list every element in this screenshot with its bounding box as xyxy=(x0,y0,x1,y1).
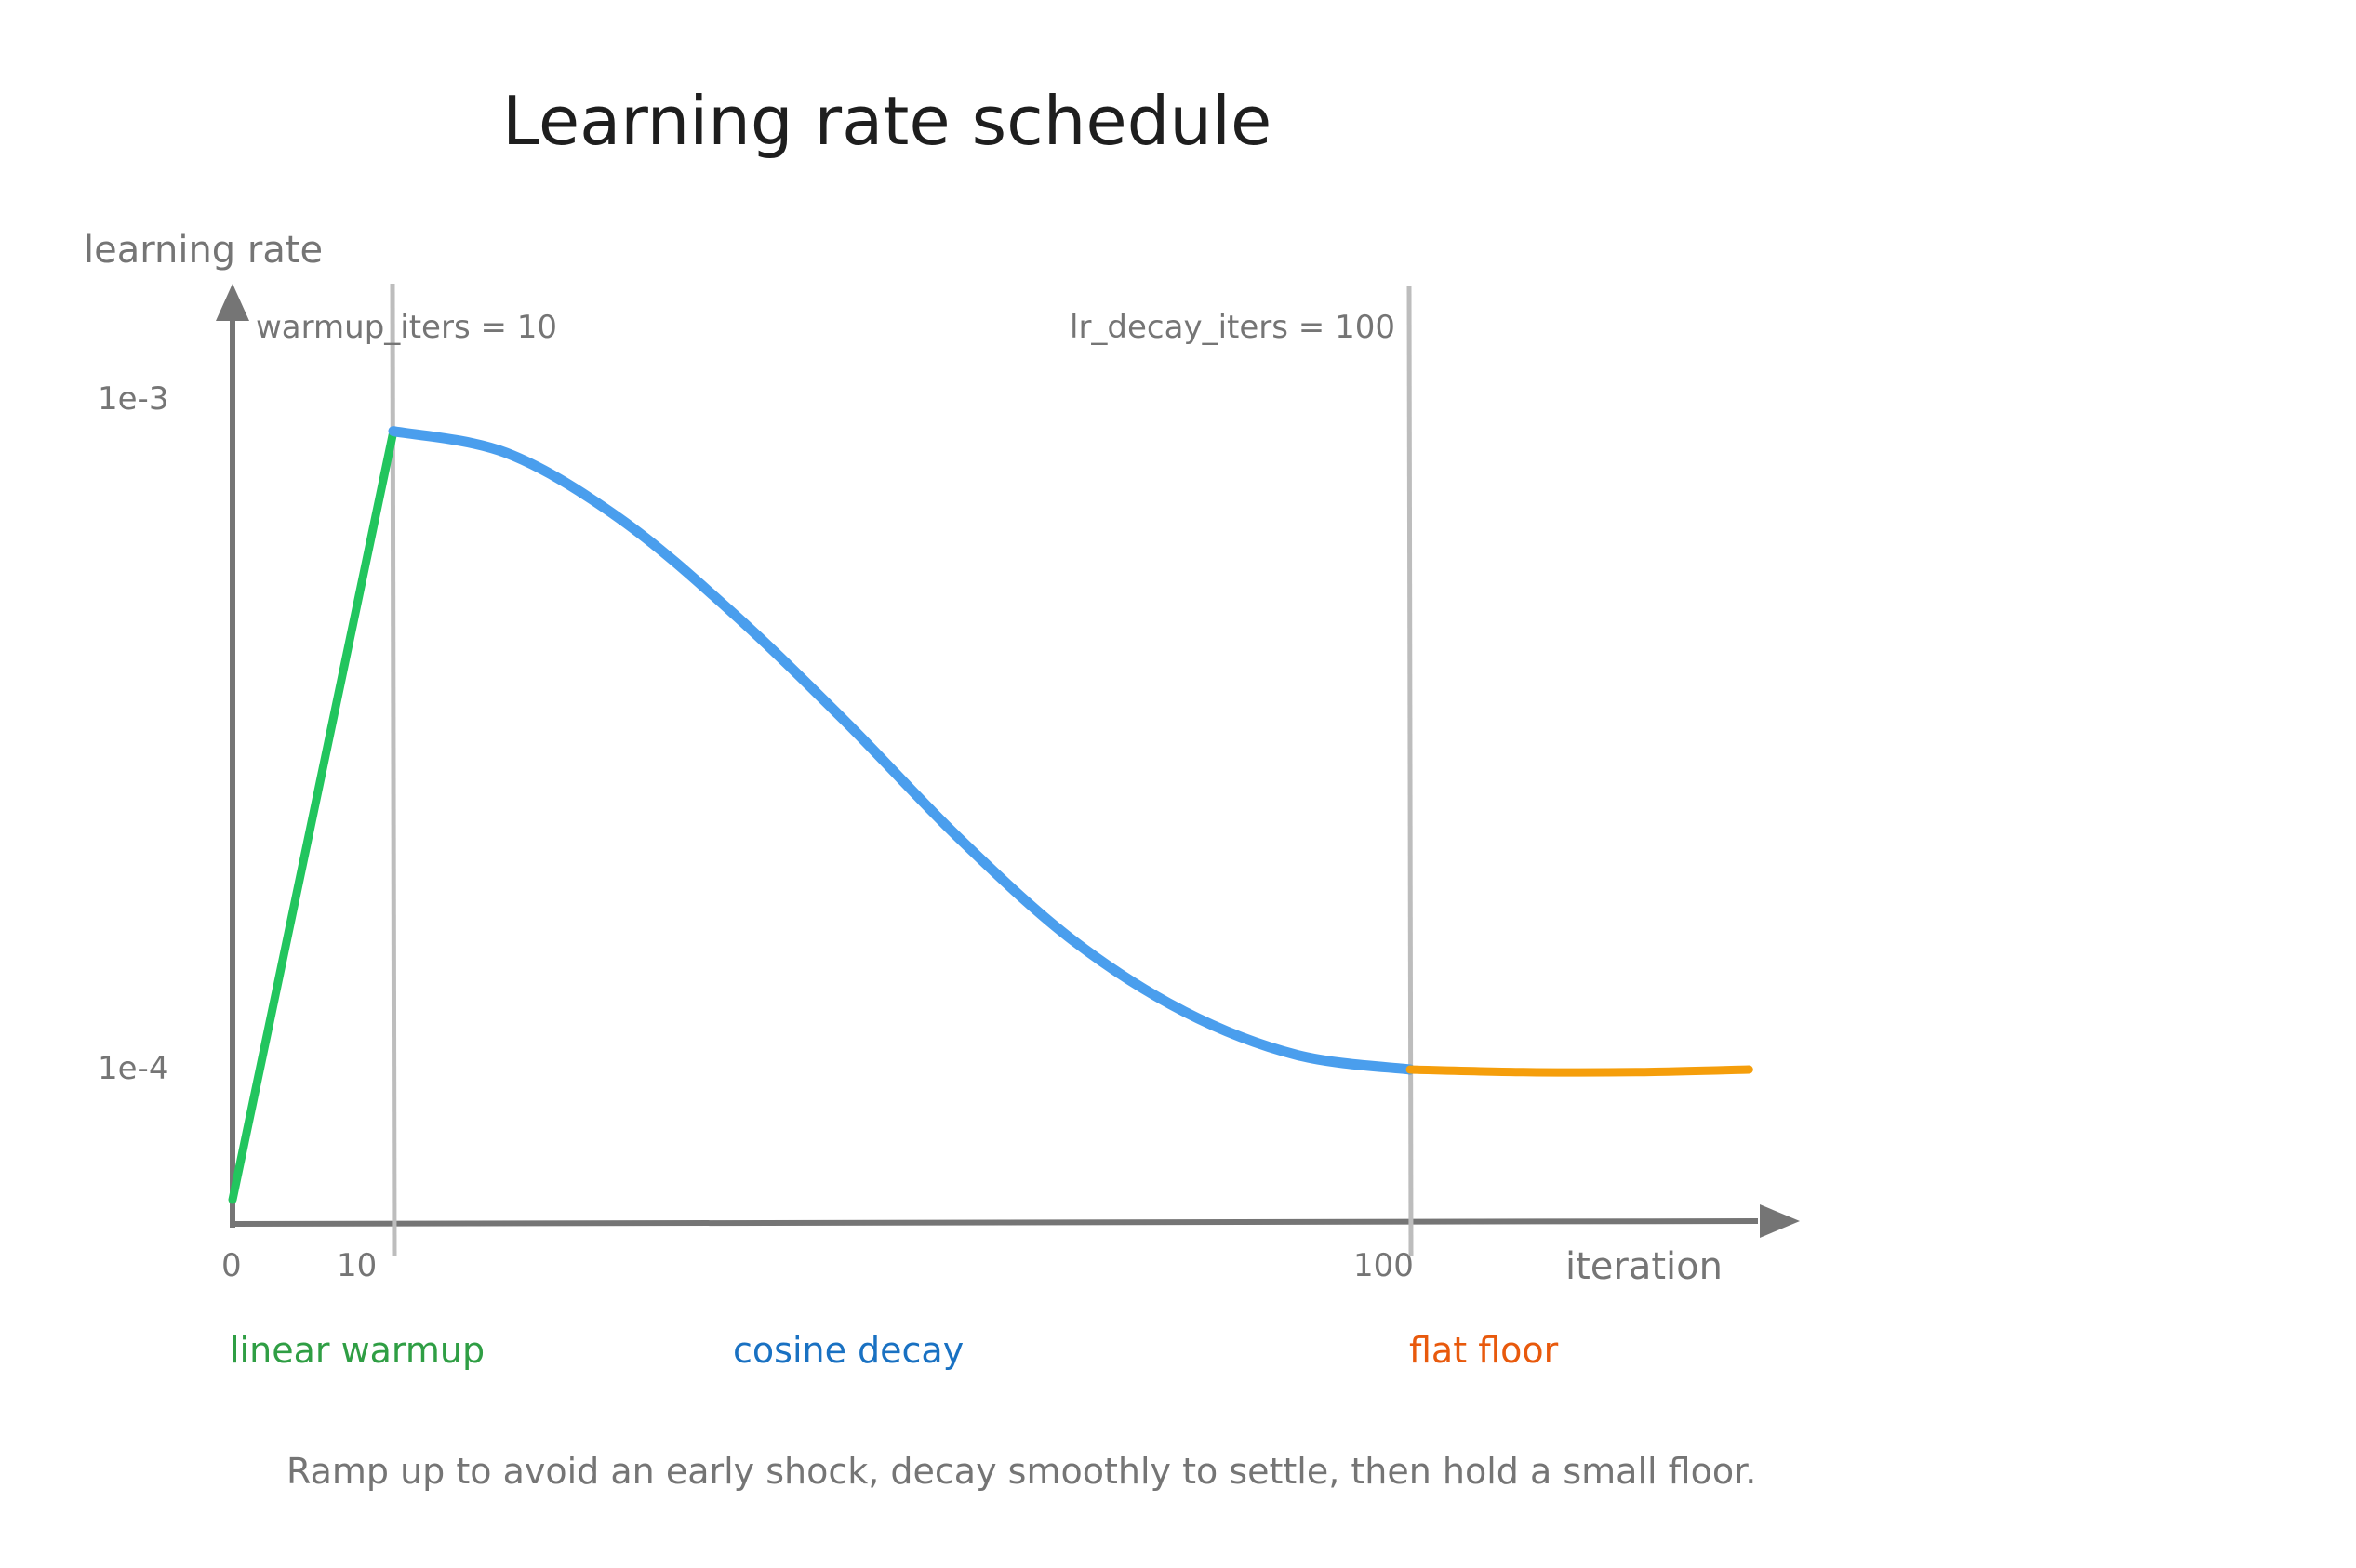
warmup-marker-label: warmup_iters = 10 xyxy=(256,309,557,346)
series-flat-floor xyxy=(1405,1065,1753,1077)
x-axis-label: iteration xyxy=(1565,1245,1723,1288)
caption: Ramp up to avoid an early shock, decay s… xyxy=(286,1451,1756,1492)
y-tick-label-1e-3: 1e-3 xyxy=(98,380,168,418)
decay-end-marker-label: lr_decay_iters = 100 xyxy=(1070,309,1395,346)
decay-end-marker-line xyxy=(1406,286,1414,1256)
phase-label-linear-warmup: linear warmup xyxy=(230,1330,485,1371)
phase-label-flat-floor: flat floor xyxy=(1409,1330,1559,1371)
y-tick-label-1e-4: 1e-4 xyxy=(98,1050,168,1087)
x-tick-label-0: 0 xyxy=(221,1247,242,1284)
phase-label-cosine-decay: cosine decay xyxy=(733,1330,964,1371)
y-axis-arrowhead xyxy=(216,284,249,321)
series-group xyxy=(228,426,1753,1204)
x-tick-label-10: 10 xyxy=(337,1247,377,1284)
x-axis-arrowhead xyxy=(1760,1204,1800,1238)
series-linear-warmup xyxy=(228,427,398,1204)
chart-title: Learning rate schedule xyxy=(502,82,1271,160)
x-tick-label-100: 100 xyxy=(1353,1247,1414,1284)
series-cosine-decay xyxy=(388,426,1416,1075)
y-axis-label: learning rate xyxy=(84,229,323,272)
x-axis xyxy=(232,1218,1759,1227)
